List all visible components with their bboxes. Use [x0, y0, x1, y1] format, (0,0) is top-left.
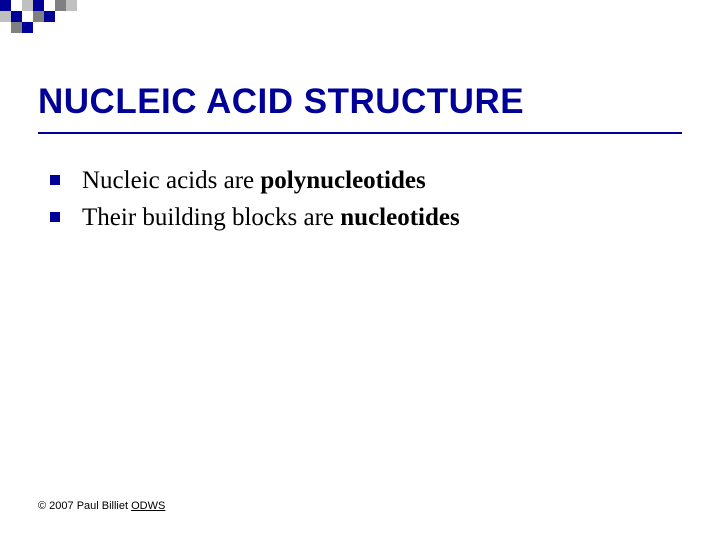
decor-square [66, 0, 77, 11]
decor-square [0, 11, 11, 22]
bullet-list: Nucleic acids are polynucleotides Their b… [50, 165, 650, 240]
decor-square [0, 0, 11, 11]
decor-square [11, 11, 22, 22]
decor-square [0, 22, 11, 33]
bullet-text: Their building blocks are nucleotides [82, 202, 460, 233]
footer-prefix: © 2007 Paul Billiet [38, 500, 131, 512]
decor-square [33, 0, 44, 11]
bullet-text: Nucleic acids are polynucleotides [82, 165, 426, 196]
bullet-marker-icon [50, 175, 60, 185]
decor-square [22, 0, 33, 11]
decor-square [33, 11, 44, 22]
slide-title: NUCLEIC ACID STRUCTURE [38, 82, 524, 122]
text-segment: Nucleic acids are [82, 167, 260, 194]
decor-square [11, 22, 22, 33]
bold-term: polynucleotides [260, 167, 425, 194]
decor-square [55, 0, 66, 11]
list-item: Nucleic acids are polynucleotides [50, 165, 650, 196]
decor-square [44, 0, 55, 11]
decor-square [44, 11, 55, 22]
bullet-marker-icon [50, 212, 60, 222]
decor-square [11, 0, 22, 11]
decor-square [22, 22, 33, 33]
title-underline [38, 132, 682, 134]
decor-square [22, 11, 33, 22]
copyright-footer: © 2007 Paul Billiet ODWS [38, 500, 165, 512]
text-segment: Their building blocks are [82, 204, 340, 231]
footer-link[interactable]: ODWS [131, 500, 165, 512]
bold-term: nucleotides [340, 204, 459, 231]
list-item: Their building blocks are nucleotides [50, 202, 650, 233]
